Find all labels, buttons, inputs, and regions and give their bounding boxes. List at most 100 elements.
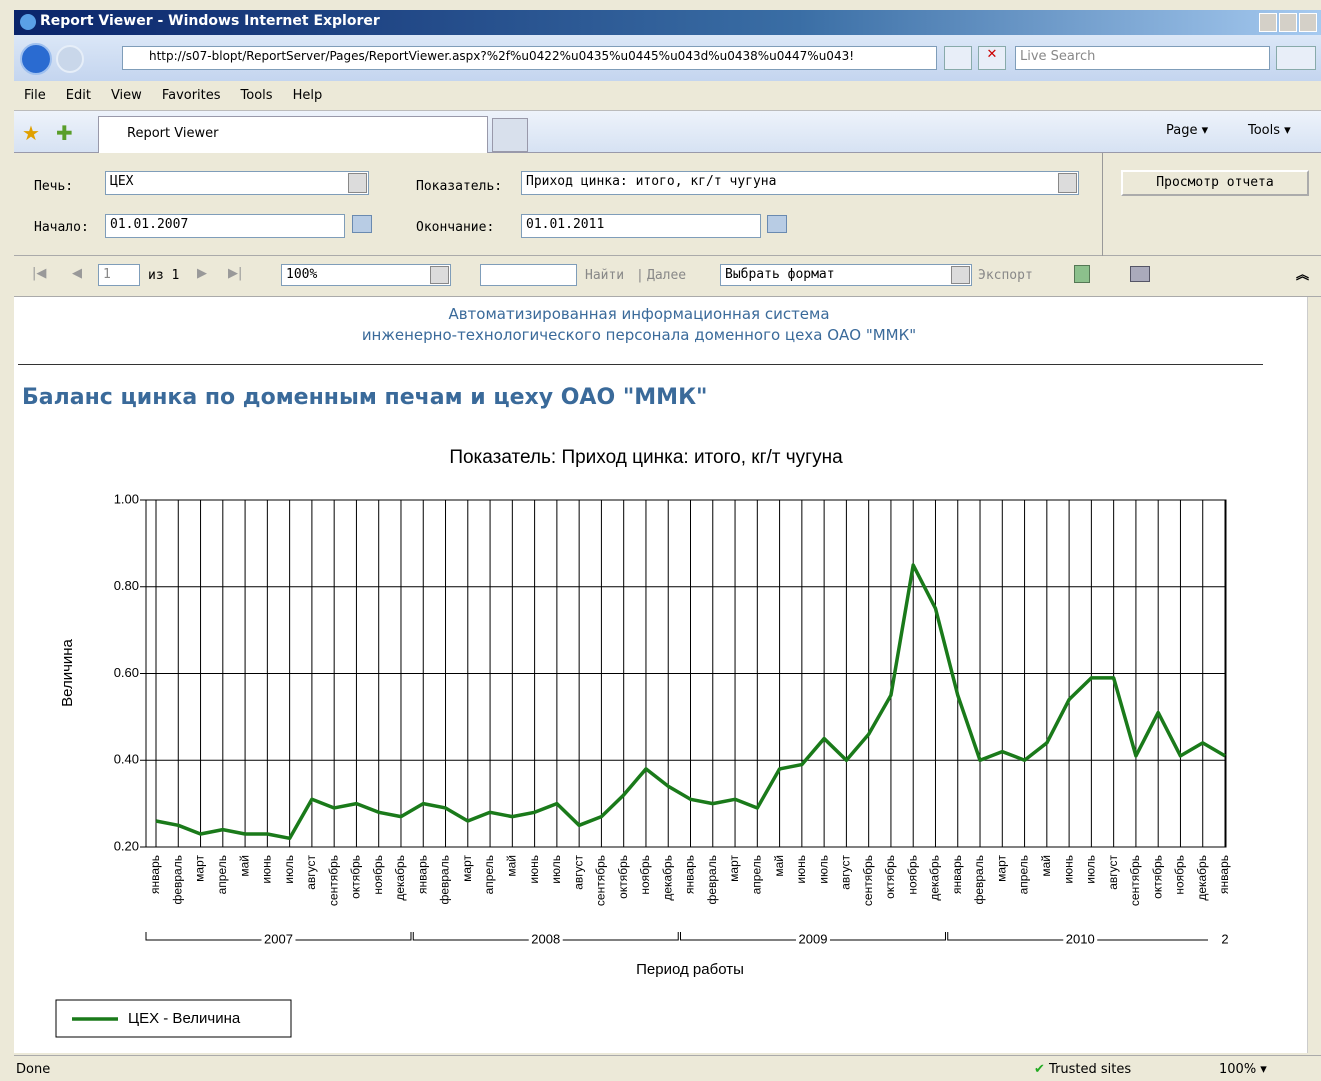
report-header: Автоматизированная информационная систем… [14,304,1264,346]
menu-item[interactable]: Edit [65,88,91,103]
find-link[interactable]: Найти [585,268,625,283]
x-tick-label: июнь [260,855,274,884]
stop-button[interactable]: ✕ [978,46,1006,70]
x-tick-label: август [304,855,318,890]
window-title: Report Viewer - Windows Internet Explore… [40,13,380,29]
last-page[interactable]: ▶| [228,266,243,281]
tools-menu[interactable]: Tools ▾ [1248,123,1291,138]
x-tick-label: май [1039,855,1053,877]
favorites-star[interactable]: ★ [22,121,40,145]
x-tick-label: июнь [794,855,808,884]
indicator-value: Приход цинка: итого, кг/т чугуна [526,174,777,189]
indicator-select[interactable]: Приход цинка: итого, кг/т чугуна [521,171,1079,195]
next-link[interactable]: Далее [647,268,687,283]
address-field[interactable]: http://s07-blopt/ReportServer/Pages/Repo… [122,46,937,70]
y-tick-label: 0.40 [114,752,139,767]
format-select[interactable]: Выбрать формат [720,264,972,286]
start-field[interactable]: 01.01.2007 [105,214,345,238]
x-tick-label: июль [1084,855,1098,884]
page-field[interactable]: 1 [98,264,140,286]
page-count: из 1 [148,268,180,283]
first-page[interactable]: |◀ [32,266,47,281]
calendar-button[interactable] [767,215,787,233]
data-line [155,563,1226,841]
menu-item[interactable]: View [110,88,142,103]
navigation-bar: http://s07-blopt/ReportServer/Pages/Repo… [14,35,1321,81]
y-tick-label: 1.00 [114,491,139,506]
x-tick-label: ноябрь [1173,855,1187,895]
refresh-report[interactable] [1074,265,1090,283]
minimize-button[interactable] [1259,13,1277,32]
search-button[interactable] [1276,46,1316,70]
x-tick-label: июнь [527,855,541,884]
maximize-button[interactable] [1279,13,1297,32]
scrollbar[interactable] [1307,297,1321,1053]
find-field[interactable] [480,264,577,286]
menu-item[interactable]: Tools [240,88,273,103]
tools-menu-label: Tools [1248,123,1281,138]
x-axis-label: Период работы [636,961,744,978]
chart-title: Показатель: Приход цинка: итого, кг/т чу… [449,447,843,468]
page-menu-label: Page [1166,123,1198,138]
new-tab[interactable] [492,118,528,152]
x-tick-label: октябрь [1150,855,1164,899]
menu-bar: File Edit View Favorites Tools Help [14,81,1321,111]
start-value: 01.01.2007 [110,217,189,232]
group-label-bg [528,932,563,948]
furnace-label: Печь: [34,179,74,194]
next-page[interactable]: ▶ [197,266,207,281]
refresh-button[interactable] [944,46,972,70]
header-line: инженерно-технологического персонала дом… [361,326,917,344]
collapse-button[interactable]: ︽ [1296,268,1310,283]
x-tick-label: май [237,855,251,877]
x-tick-label: апрель [1017,855,1031,894]
calendar-button[interactable] [352,215,372,233]
x-tick-label: октябрь [616,855,630,899]
group-label: 2009 [799,931,828,946]
x-tick-label: январь [415,855,429,894]
x-tick-label: декабрь [928,855,942,901]
furnace-select[interactable]: ЦЕХ [105,171,369,195]
page-menu[interactable]: Page ▾ [1166,123,1209,138]
zoom-select[interactable]: 100% [281,264,451,286]
header-line: Автоматизированная информационная систем… [448,305,830,323]
dropdown-button[interactable] [1058,173,1077,193]
print-button[interactable] [1130,266,1150,282]
x-tick-label: декабрь [393,855,407,901]
menu-item[interactable]: File [24,88,46,103]
end-field[interactable]: 01.01.2011 [521,214,761,238]
x-tick-label: сентябрь [861,855,875,906]
view-report-button[interactable]: Просмотр отчета [1121,170,1309,196]
page-number: 1 [103,267,111,282]
close-button[interactable] [1299,13,1317,32]
x-tick-label: январь [1217,855,1231,894]
group-label: 2007 [264,931,293,946]
y-tick-label: 0.20 [114,838,139,853]
status-text: Done [16,1062,51,1077]
format-value: Выбрать формат [725,267,835,282]
dropdown-button[interactable] [951,266,970,284]
menu-item[interactable]: Favorites [161,88,221,103]
dropdown-button[interactable] [348,173,367,193]
x-tick-label: март [193,855,207,882]
security-zone: ✔ Trusted sites [1034,1062,1132,1077]
ie-icon [20,14,36,30]
active-tab[interactable]: Report Viewer [98,116,488,153]
previous-page[interactable]: ◀ [72,266,82,281]
x-tick-label: апрель [749,855,763,894]
search-field[interactable]: Live Search [1015,46,1270,70]
forward-button[interactable] [56,45,84,73]
zoom-level[interactable]: 100% ▾ [1219,1062,1267,1077]
zoom-label: 100% [1219,1062,1257,1077]
start-label: Начало: [34,220,89,235]
dropdown-button[interactable] [430,266,449,284]
group-label-bg [795,932,830,948]
back-button[interactable] [20,43,52,75]
y-tick-label: 0.60 [114,665,139,680]
add-favorite[interactable]: ✚ [56,121,73,145]
group-label-bg [261,932,296,948]
group-label-bg [1063,932,1098,948]
parameters-panel: Печь: ЦЕХ Показатель: Приход цинка: итог… [14,153,1321,256]
export-link[interactable]: Экспорт [978,268,1033,283]
menu-item[interactable]: Help [292,88,323,103]
